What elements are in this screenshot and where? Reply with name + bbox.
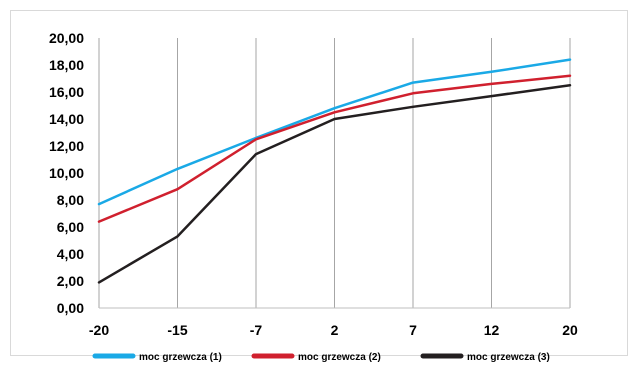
y-tick-label: 4,00 (57, 246, 84, 262)
x-tick-label: 2 (331, 322, 339, 338)
y-tick-label: 0,00 (57, 300, 84, 316)
x-tick-label: 20 (562, 322, 578, 338)
y-tick-label: 20,00 (49, 30, 84, 46)
y-tick-label: 18,00 (49, 57, 84, 73)
y-tick-label: 12,00 (49, 138, 84, 154)
x-tick-label: 12 (484, 322, 500, 338)
series-lines (97, 58, 572, 284)
y-tick-label: 2,00 (57, 273, 84, 289)
series-line-2 (97, 74, 572, 223)
legend-label-2: moc grzewcza (2) (298, 352, 381, 363)
y-tick-label: 14,00 (49, 111, 84, 127)
y-tick-label: 6,00 (57, 219, 84, 235)
series-line-1 (97, 58, 572, 206)
x-tick-label: -15 (167, 322, 187, 338)
x-tick-label: -20 (89, 322, 109, 338)
x-tick-label: -7 (250, 322, 263, 338)
y-axis-ticks: 0,00 2,00 4,00 6,00 8,00 10,00 12,00 14,00 16,00… (49, 30, 84, 316)
x-axis-ticks: -20 -15 -7 2 7 12 20 (89, 322, 578, 338)
legend-label-1: moc grzewcza (1) (139, 352, 222, 363)
legend: moc grzewcza (1) moc grzewcza (2) moc grze… (92, 352, 550, 363)
series-line-3 (97, 84, 572, 284)
y-tick-label: 8,00 (57, 192, 84, 208)
chart-frame (10, 10, 628, 356)
y-tick-label: 10,00 (49, 165, 84, 181)
legend-label-3: moc grzewcza (3) (467, 352, 550, 363)
y-tick-label: 16,00 (49, 84, 84, 100)
x-tick-label: 7 (409, 322, 417, 338)
